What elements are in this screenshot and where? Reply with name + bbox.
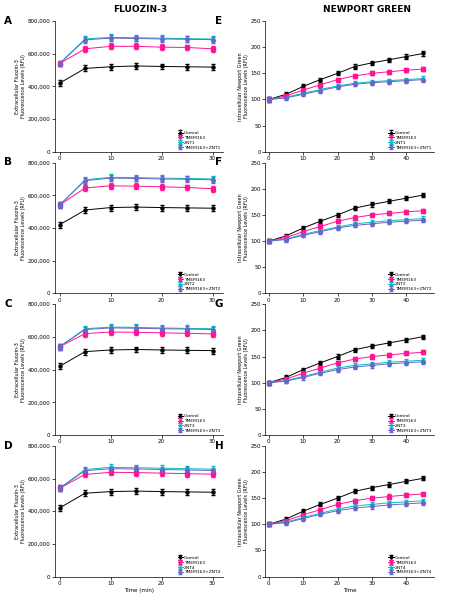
Y-axis label: Intracellular Newport Green
Fluorescence Levels (RFU): Intracellular Newport Green Fluorescence…: [238, 477, 249, 545]
Y-axis label: Intracellular Newport Green
Fluorescence Levels (RFU): Intracellular Newport Green Fluorescence…: [238, 52, 249, 121]
Y-axis label: Extracellular Fluozin-3
Fluorescence Levels (RFU): Extracellular Fluozin-3 Fluorescence Lev…: [15, 479, 26, 543]
Legend: Control, TMEM163, ZNT4, TMEM163+ZNT4: Control, TMEM163, ZNT4, TMEM163+ZNT4: [177, 555, 221, 575]
Legend: Control, TMEM163, ZNT1, TMEM163+ZNT1: Control, TMEM163, ZNT1, TMEM163+ZNT1: [388, 130, 432, 151]
Y-axis label: Intracellular Newport Green
Fluorescence Levels (RFU): Intracellular Newport Green Fluorescence…: [238, 194, 249, 262]
Text: C: C: [4, 299, 12, 309]
Text: E: E: [215, 16, 222, 26]
Legend: Control, TMEM163, ZNT2, TMEM163+ZNT2: Control, TMEM163, ZNT2, TMEM163+ZNT2: [177, 272, 221, 292]
Legend: Control, TMEM163, ZNT3, TMEM163+ZNT3: Control, TMEM163, ZNT3, TMEM163+ZNT3: [177, 413, 221, 434]
X-axis label: Time: Time: [343, 163, 356, 168]
X-axis label: Time (min): Time (min): [124, 163, 154, 168]
Text: NEWPORT GREEN: NEWPORT GREEN: [323, 5, 411, 14]
Text: B: B: [4, 157, 12, 167]
Text: H: H: [215, 440, 224, 451]
X-axis label: Time (min): Time (min): [124, 305, 154, 310]
X-axis label: Time: Time: [343, 446, 356, 451]
X-axis label: Time (min): Time (min): [124, 588, 154, 593]
Y-axis label: Extracellular Fluozin-3
Fluorescence Levels (RFU): Extracellular Fluozin-3 Fluorescence Lev…: [15, 55, 26, 118]
Legend: Control, TMEM163, ZNT2, TMEM163+ZNT2: Control, TMEM163, ZNT2, TMEM163+ZNT2: [388, 272, 432, 292]
Y-axis label: Extracellular Fluozin-3
Fluorescence Levels (RFU): Extracellular Fluozin-3 Fluorescence Lev…: [15, 196, 26, 260]
Text: F: F: [215, 157, 222, 167]
Legend: Control, TMEM163, ZNT3, TMEM163+ZNT3: Control, TMEM163, ZNT3, TMEM163+ZNT3: [388, 413, 432, 434]
Text: FLUOZIN-3: FLUOZIN-3: [113, 5, 167, 14]
Legend: Control, TMEM163, ZNT4, TMEM163+ZNT4: Control, TMEM163, ZNT4, TMEM163+ZNT4: [388, 555, 432, 575]
Y-axis label: Extracellular Fluozin-3
Fluorescence Levels (RFU): Extracellular Fluozin-3 Fluorescence Lev…: [15, 338, 26, 401]
Text: A: A: [4, 16, 12, 26]
X-axis label: Time: Time: [343, 305, 356, 310]
Legend: Control, TMEM163, ZNT1, TMEM163+ZNT1: Control, TMEM163, ZNT1, TMEM163+ZNT1: [177, 130, 221, 151]
Y-axis label: Intracellular Newport Green
Fluorescence Levels (RFU): Intracellular Newport Green Fluorescence…: [238, 335, 249, 404]
X-axis label: Time (min): Time (min): [124, 446, 154, 451]
Text: D: D: [4, 440, 13, 451]
X-axis label: Time: Time: [343, 588, 356, 593]
Text: G: G: [215, 299, 223, 309]
